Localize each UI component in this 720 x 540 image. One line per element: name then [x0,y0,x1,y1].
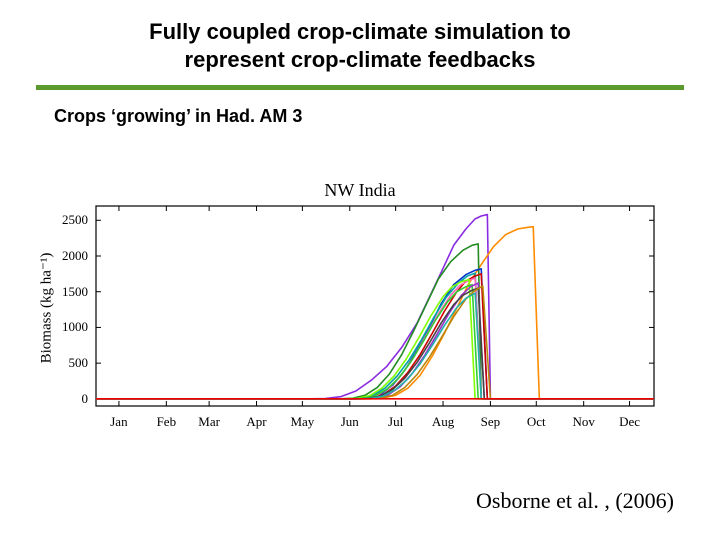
y-tick-label: 2500 [54,212,88,228]
x-tick-label: Sep [470,414,510,430]
subtitle: Crops ‘growing’ in Had. AM 3 [0,90,720,127]
x-tick-label: Apr [237,414,277,430]
slide: Fully coupled crop-climate simulation to… [0,0,720,540]
title-line-1: Fully coupled crop-climate simulation to [149,19,571,44]
x-tick-label: Jul [376,414,416,430]
y-tick-label: 500 [54,355,88,371]
x-tick-label: Nov [564,414,604,430]
y-tick-label: 2000 [54,248,88,264]
chart-plot [90,202,660,412]
x-tick-label: Jun [330,414,370,430]
chart-container: NW India Biomass (kg ha⁻¹) 0500100015002… [52,180,668,436]
x-tick-label: Feb [146,414,186,430]
y-tick-label: 0 [54,391,88,407]
x-tick-label: Jan [99,414,139,430]
x-tick-label: May [282,414,322,430]
y-tick-label: 1500 [54,284,88,300]
title-line-2: represent crop-climate feedbacks [185,47,536,72]
x-tick-label: Dec [610,414,650,430]
x-tick-label: Aug [423,414,463,430]
citation: Osborne et al. , (2006) [476,488,674,514]
x-tick-label: Mar [189,414,229,430]
y-tick-label: 1000 [54,319,88,335]
x-tick-label: Oct [516,414,556,430]
y-axis-label: Biomass (kg ha⁻¹) [37,253,56,364]
slide-title: Fully coupled crop-climate simulation to… [0,0,720,83]
chart-title: NW India [52,180,668,201]
